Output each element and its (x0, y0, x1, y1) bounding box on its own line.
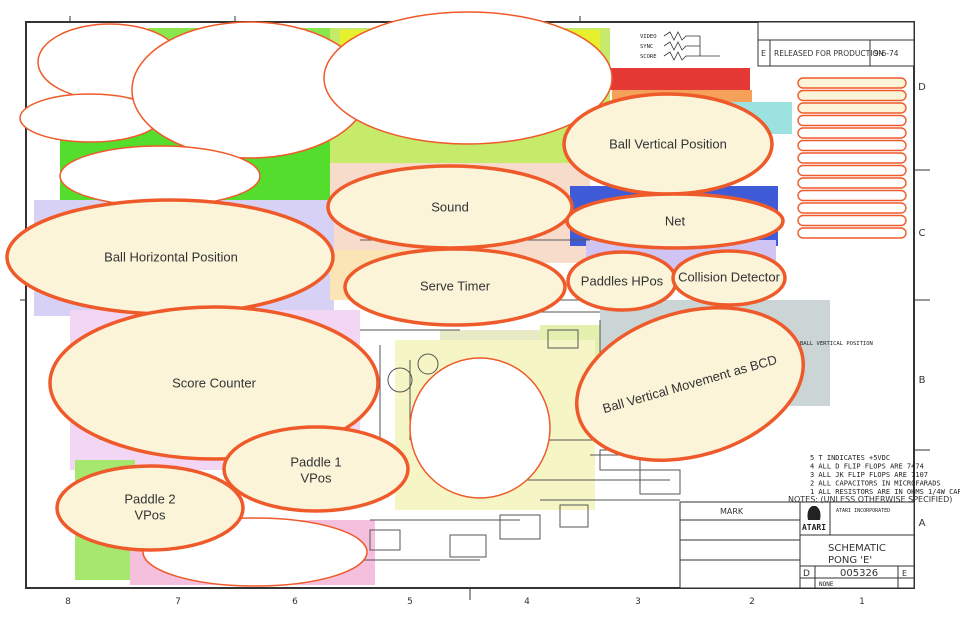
title-block: ATARI ATARI INCORPORATED SCHEMATIC PONG … (679, 501, 915, 589)
drawn-by: MARK (720, 507, 744, 516)
bubble-label-line-2: VPos (134, 507, 166, 522)
bubble-paddle-2-vpos: Paddle 2 VPos (55, 464, 245, 552)
revision-text: RELEASED FOR PRODUCTION (774, 49, 884, 58)
right-zone-label: D (918, 82, 926, 93)
score-row-outline (797, 127, 907, 139)
revision-date: 9-6-74 (874, 49, 899, 58)
bottom-zone-label: 8 (65, 597, 71, 607)
drawing-title-line-2: PONG 'E' (828, 555, 872, 566)
bubble-label: Collision Detector (678, 269, 781, 284)
labeled-bubbles: Ball Horizontal Position Sound Serve Tim… (5, 92, 806, 552)
video-input-label: VIDEO (640, 34, 657, 40)
right-zone-label: C (919, 228, 926, 239)
bubble-sound: Sound (326, 164, 574, 250)
revision-block: E RELEASED FOR PRODUCTION 9-6-74 (757, 21, 915, 67)
bubble-score-counter: Score Counter (48, 305, 380, 461)
score-row-outline (797, 202, 907, 214)
right-zone-label: A (919, 518, 926, 529)
bubble-ball-vertical-position: Ball Vertical Position (562, 92, 774, 196)
drawing-size: D (803, 569, 810, 579)
bubble-label: Net (665, 213, 686, 228)
bubble-ball-vertical-movement-bcd: Ball Vertical Movement as BCD (574, 306, 806, 462)
score-row-outline (797, 77, 907, 89)
drawing-title-line-1: SCHEMATIC (828, 543, 886, 554)
bottom-zone-label: 1 (859, 597, 865, 607)
bottom-zone-labels: 8 7 6 5 4 3 2 1 (65, 597, 865, 607)
right-zone-labels: D C B A (918, 82, 926, 529)
score-row-outline (797, 102, 907, 114)
score-row-outline (797, 89, 907, 102)
notes-header: NOTES: (UNLESS OTHERWISE SPECIFIED) (788, 495, 952, 504)
bubble-label-line-1: Paddle 1 (290, 454, 341, 469)
drawing-number: 005326 (840, 568, 878, 579)
bottom-zone-label: 7 (175, 597, 181, 607)
score-row-outline (797, 177, 907, 189)
bubble-label-line-1: Paddle 2 (124, 491, 175, 506)
score-row-outline (797, 152, 907, 164)
revision-letter: E (761, 49, 766, 58)
drawing-rev: E (902, 569, 907, 578)
blank-blobs (19, 11, 613, 587)
bubble-label: Ball Vertical Position (609, 136, 727, 151)
company-line: ATARI INCORPORATED (836, 508, 890, 514)
score-row-outline (797, 227, 907, 239)
bubble-serve-timer: Serve Timer (343, 247, 567, 327)
bubble-collision-detector: Collision Detector (671, 249, 787, 307)
score-row-outline (797, 214, 907, 227)
score-row-outline (797, 164, 907, 177)
bubble-label: Ball Horizontal Position (104, 249, 238, 264)
score-input-label: SCORE (640, 54, 657, 60)
note-line: 3 ALL JK FLIP FLOPS ARE 7107 (810, 471, 928, 479)
score-row-outline (797, 139, 907, 152)
bubble-label-line-2: VPos (300, 470, 332, 485)
bottom-zone-label: 6 (292, 597, 298, 607)
bubble-paddle-1-vpos: Paddle 1 VPos (222, 425, 410, 513)
notes-block: NOTES: (UNLESS OTHERWISE SPECIFIED) 5 T … (788, 454, 960, 504)
bubble-net: Net (565, 192, 785, 250)
score-row-outline (797, 114, 907, 127)
right-zone-label: B (919, 375, 926, 386)
company-name: ATARI (802, 523, 826, 532)
note-line: 1 ALL RESISTORS ARE IN OHMS 1/4W CARBON (810, 488, 960, 496)
bottom-zone-label: 5 (407, 597, 413, 607)
atari-logo-icon (807, 506, 821, 520)
video-input-network: VIDEO SYNC SCORE (640, 31, 720, 61)
bubble-label: Sound (431, 199, 469, 214)
bottom-zone-label: 4 (524, 597, 530, 607)
bubble-ball-horizontal-position: Ball Horizontal Position (5, 198, 335, 316)
bubble-label: Score Counter (172, 375, 256, 390)
note-line: 2 ALL CAPACITORS IN MICROFARADS (810, 480, 941, 488)
bubble-label: Paddles HPos (581, 273, 664, 288)
score-rows (797, 77, 907, 239)
bubble-label: Serve Timer (420, 278, 491, 293)
bottom-zone-label: 2 (749, 597, 755, 607)
sync-input-label: SYNC (640, 44, 653, 50)
ball-vertical-position-tag: BALL VERTICAL POSITION (800, 341, 873, 347)
bottom-zone-label: 3 (635, 597, 641, 607)
note-line: 4 ALL D FLIP FLOPS ARE 7474 (810, 463, 924, 471)
note-line: 5 T INDICATES +5VDC (810, 454, 890, 462)
bubble-paddles-hpos: Paddles HPos (566, 250, 678, 312)
score-row-outline (797, 189, 907, 202)
drawing-scale: NONE (819, 581, 834, 588)
